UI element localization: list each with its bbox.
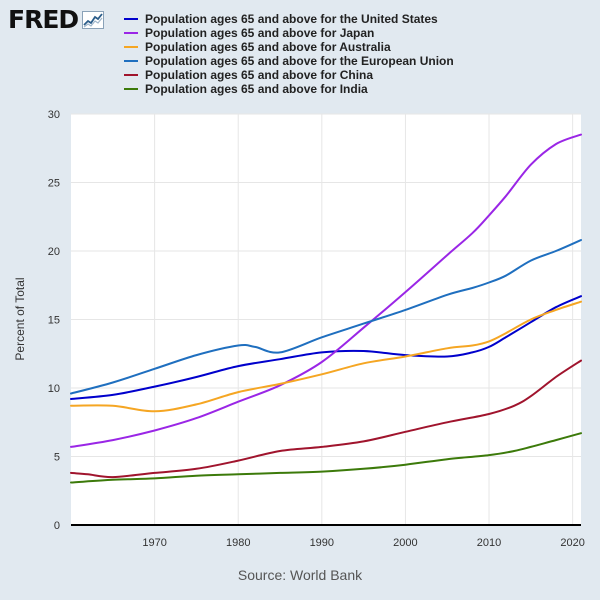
x-tick-label: 2010 xyxy=(477,537,501,549)
y-axis-label: Percent of Total xyxy=(13,277,27,360)
grid-lines xyxy=(71,113,581,525)
legend-swatch xyxy=(124,74,138,76)
fred-logo-text: FRED xyxy=(8,5,79,34)
x-tick-labels: 1970 1980 1990 2000 2010 2020 xyxy=(142,537,585,549)
legend-swatch xyxy=(124,46,138,48)
legend-item[interactable]: Population ages 65 and above for India xyxy=(124,82,454,96)
y-tick-label: 10 xyxy=(48,383,60,395)
source-note: Source: World Bank xyxy=(237,567,363,583)
series-line-5 xyxy=(70,432,582,484)
trend-chart-icon xyxy=(82,11,105,29)
x-tick-label: 1980 xyxy=(226,537,250,549)
fred-logo[interactable]: FRED xyxy=(8,5,105,34)
legend-item[interactable]: Population ages 65 and above for Japan xyxy=(124,26,454,40)
legend-label: Population ages 65 and above for Austral… xyxy=(145,40,391,54)
y-tick-label: 0 xyxy=(54,520,60,532)
series-line-3 xyxy=(70,239,582,395)
legend-item[interactable]: Population ages 65 and above for the Eur… xyxy=(124,54,454,68)
legend-label: Population ages 65 and above for the Uni… xyxy=(145,12,438,26)
x-tick-label: 1970 xyxy=(142,537,166,549)
legend-label: Population ages 65 and above for the Eur… xyxy=(145,54,454,68)
series-line-2 xyxy=(70,300,582,413)
legend-swatch xyxy=(124,32,138,34)
x-tick-label: 2020 xyxy=(560,537,584,549)
legend-swatch xyxy=(124,18,138,20)
series-line-1 xyxy=(70,133,582,448)
y-tick-labels: 0 5 10 15 20 25 30 xyxy=(48,109,60,532)
y-tick-label: 20 xyxy=(48,246,60,258)
series-line-4 xyxy=(70,359,582,479)
y-tick-label: 30 xyxy=(48,109,60,121)
series-lines xyxy=(70,133,582,484)
legend-swatch xyxy=(124,88,138,90)
legend-item[interactable]: Population ages 65 and above for the Uni… xyxy=(124,12,454,26)
x-tick-label: 1990 xyxy=(310,537,334,549)
legend-swatch xyxy=(124,60,138,62)
y-tick-label: 25 xyxy=(48,178,60,190)
legend-item[interactable]: Population ages 65 and above for China xyxy=(124,68,454,82)
legend-label: Population ages 65 and above for Japan xyxy=(145,26,375,40)
legend-label: Population ages 65 and above for China xyxy=(145,68,374,82)
y-tick-label: 5 xyxy=(54,452,60,464)
chart-legend: Population ages 65 and above for the Uni… xyxy=(124,12,454,96)
legend-label: Population ages 65 and above for India xyxy=(145,82,368,96)
y-tick-label: 15 xyxy=(48,315,60,327)
series-line-0 xyxy=(70,295,582,400)
legend-item[interactable]: Population ages 65 and above for Austral… xyxy=(124,40,454,54)
x-tick-label: 2000 xyxy=(393,537,417,549)
